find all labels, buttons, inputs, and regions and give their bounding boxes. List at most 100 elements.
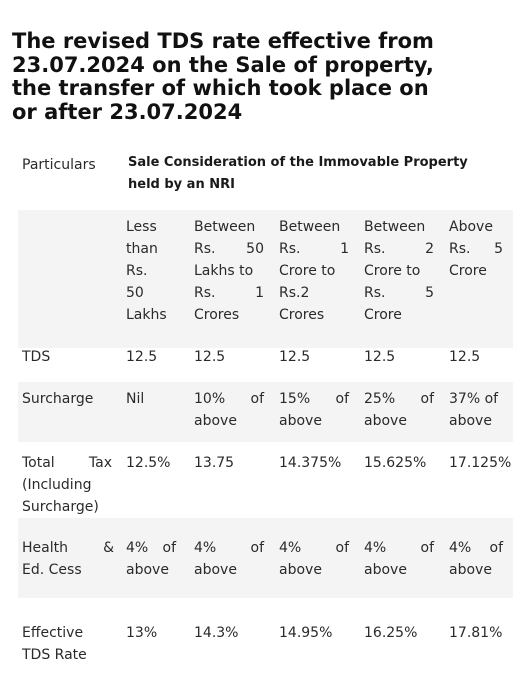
cell-line: Crore to xyxy=(279,263,336,279)
cell-line: Total Tax xyxy=(22,455,112,471)
header-line: held by an NRI xyxy=(128,177,235,192)
cell-line: Between xyxy=(364,219,426,235)
table-cell: 12.5% xyxy=(126,452,176,474)
table-cell: 17.81% xyxy=(449,622,503,644)
row-label: TDS xyxy=(22,346,112,368)
cell-line: Rs. 1 xyxy=(279,241,349,257)
cell-line: 25% of xyxy=(364,391,434,407)
table-cell: Nil xyxy=(126,388,176,410)
sale-consideration-header: Sale Consideration of the Immovable Prop… xyxy=(128,152,513,196)
row-label: Total Tax (Including Surcharge) xyxy=(22,452,112,518)
row-label: Effective TDS Rate xyxy=(22,622,112,666)
cell-line: above xyxy=(364,562,407,578)
cell-line: 17.125% xyxy=(449,455,512,471)
header-line: Sale Consideration of the Immovable Prop… xyxy=(128,155,468,170)
table-cell: 12.5 xyxy=(364,346,434,368)
table-cell: 4% of above xyxy=(449,537,503,581)
cell-line: 13.75 xyxy=(194,455,235,471)
page-title: The revised TDS rate effective from 23.0… xyxy=(12,29,517,124)
table-cell: 13% xyxy=(126,622,176,644)
cell-line: 16.25% xyxy=(364,625,418,641)
table-cell: 13.75 xyxy=(194,452,264,474)
table-cell: 4% of above xyxy=(194,537,264,581)
cell-line: 37% of xyxy=(449,391,499,407)
cell-line: 13% xyxy=(126,625,158,641)
cell-line: 12.5 xyxy=(194,349,226,365)
table-cell: 4% of above xyxy=(126,537,176,581)
cell-line: Health & xyxy=(22,540,114,556)
cell-line: Between xyxy=(194,219,256,235)
cell-line: Rs. 50 xyxy=(194,241,264,257)
cell-line: 15.625% xyxy=(364,455,427,471)
row-label: Health & Ed. Cess xyxy=(22,537,114,581)
column-header: Between Rs. 50 Lakhs to Rs. 1 Crores xyxy=(194,216,264,326)
cell-line: Rs. 2 xyxy=(364,241,434,257)
table-cell: 14.375% xyxy=(279,452,349,474)
cell-line: 12.5 xyxy=(364,349,396,365)
cell-line: 12.5 xyxy=(449,349,481,365)
cell-line: 12.5 xyxy=(279,349,311,365)
table-cell: 14.95% xyxy=(279,622,349,644)
column-header: Above Rs. 5 Crore xyxy=(449,216,503,282)
cell-line: Rs. 5 xyxy=(449,241,503,257)
table-cell: 12.5 xyxy=(126,346,176,368)
cell-line: 4% of xyxy=(126,540,176,556)
cell-line: 15% of xyxy=(279,391,349,407)
cell-line: above xyxy=(449,413,492,429)
cell-line: 14.375% xyxy=(279,455,342,471)
title-line: the transfer of which took place on xyxy=(12,76,429,100)
cell-line: 50 xyxy=(126,285,144,301)
cell-line: above xyxy=(194,562,237,578)
table-cell: 16.25% xyxy=(364,622,434,644)
cell-line: Rs.2 xyxy=(279,285,310,301)
cell-line: Crore to xyxy=(364,263,421,279)
table-cell: 25% of above xyxy=(364,388,434,432)
table-cell: 37% of above xyxy=(449,388,503,432)
table-cell: 4% of above xyxy=(279,537,349,581)
cell-line: Rs. 5 xyxy=(364,285,434,301)
cell-line: 17.81% xyxy=(449,625,503,641)
cell-line: 4% of xyxy=(279,540,349,556)
cell-line: Lakhs to xyxy=(194,263,254,279)
column-header: Less than Rs. 50 Lakhs xyxy=(126,216,176,326)
cell-line: 4% of xyxy=(364,540,434,556)
cell-line: TDS Rate xyxy=(22,647,87,663)
cell-line: 4% of xyxy=(449,540,503,556)
table-cell: 12.5 xyxy=(279,346,349,368)
table-cell: 12.5 xyxy=(449,346,503,368)
cell-line: Less xyxy=(126,219,157,235)
cell-line: above xyxy=(126,562,169,578)
cell-line: 14.3% xyxy=(194,625,239,641)
table-cell: 17.125% xyxy=(449,452,512,474)
cell-line: Surcharge) xyxy=(22,499,99,515)
table-cell: 4% of above xyxy=(364,537,434,581)
cell-line: Rs. 1 xyxy=(194,285,264,301)
cell-line: Above xyxy=(449,219,493,235)
cell-line: above xyxy=(279,562,322,578)
table-cell: 12.5 xyxy=(194,346,264,368)
cell-line: above xyxy=(279,413,322,429)
column-header: Between Rs. 2 Crore to Rs. 5 Crore xyxy=(364,216,434,326)
cell-line: above xyxy=(364,413,407,429)
title-line: or after 23.07.2024 xyxy=(12,99,243,124)
table-cell: 15% of above xyxy=(279,388,349,432)
cell-line: Ed. Cess xyxy=(22,562,82,578)
cell-line: 10% of xyxy=(194,391,264,407)
table-cell: 15.625% xyxy=(364,452,434,474)
cell-line: 14.95% xyxy=(279,625,333,641)
cell-line: (Including xyxy=(22,477,92,493)
cell-line: TDS xyxy=(22,349,51,365)
cell-line: Effective xyxy=(22,625,84,641)
cell-line: Nil xyxy=(126,391,145,407)
cell-line: Crore xyxy=(449,263,487,279)
cell-line: Crore xyxy=(364,307,402,323)
particulars-header: Particulars xyxy=(22,157,96,173)
cell-line: Between xyxy=(279,219,341,235)
row-band xyxy=(18,210,513,348)
column-header: Between Rs. 1 Crore to Rs.2 Crores xyxy=(279,216,349,326)
cell-line: than xyxy=(126,241,158,257)
row-band xyxy=(18,518,513,598)
cell-line: above xyxy=(449,562,492,578)
cell-line: 12.5% xyxy=(126,455,171,471)
cell-line: Lakhs xyxy=(126,307,167,323)
